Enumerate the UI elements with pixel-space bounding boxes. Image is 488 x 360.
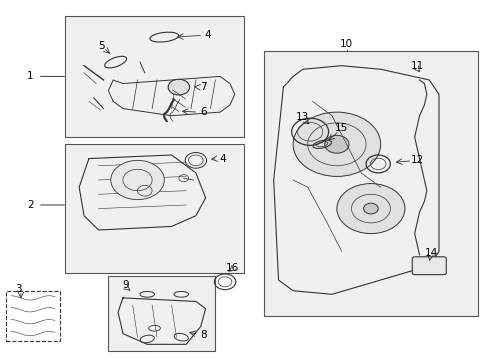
Text: 5: 5 xyxy=(98,41,104,51)
Text: 12: 12 xyxy=(409,156,423,165)
Text: 4: 4 xyxy=(219,154,225,163)
Text: 13: 13 xyxy=(296,112,309,122)
Text: 16: 16 xyxy=(225,262,239,273)
Bar xyxy=(108,276,215,351)
Text: 7: 7 xyxy=(200,82,206,92)
Bar xyxy=(264,51,477,316)
Text: 15: 15 xyxy=(334,123,347,133)
Circle shape xyxy=(336,184,404,234)
Text: 14: 14 xyxy=(424,248,437,258)
Text: 10: 10 xyxy=(339,39,352,49)
Text: 1: 1 xyxy=(27,71,34,81)
Text: 4: 4 xyxy=(204,30,211,40)
Text: 9: 9 xyxy=(122,280,128,291)
Bar xyxy=(64,144,244,273)
Circle shape xyxy=(292,112,380,176)
Text: 11: 11 xyxy=(409,61,423,71)
Circle shape xyxy=(168,79,189,95)
Bar xyxy=(64,16,244,137)
Text: 3: 3 xyxy=(15,284,21,294)
Text: 8: 8 xyxy=(200,330,206,341)
Text: 2: 2 xyxy=(27,200,34,210)
Circle shape xyxy=(363,203,377,214)
FancyBboxPatch shape xyxy=(411,257,446,275)
Circle shape xyxy=(111,160,164,200)
Circle shape xyxy=(324,135,348,153)
Text: 6: 6 xyxy=(200,107,206,117)
